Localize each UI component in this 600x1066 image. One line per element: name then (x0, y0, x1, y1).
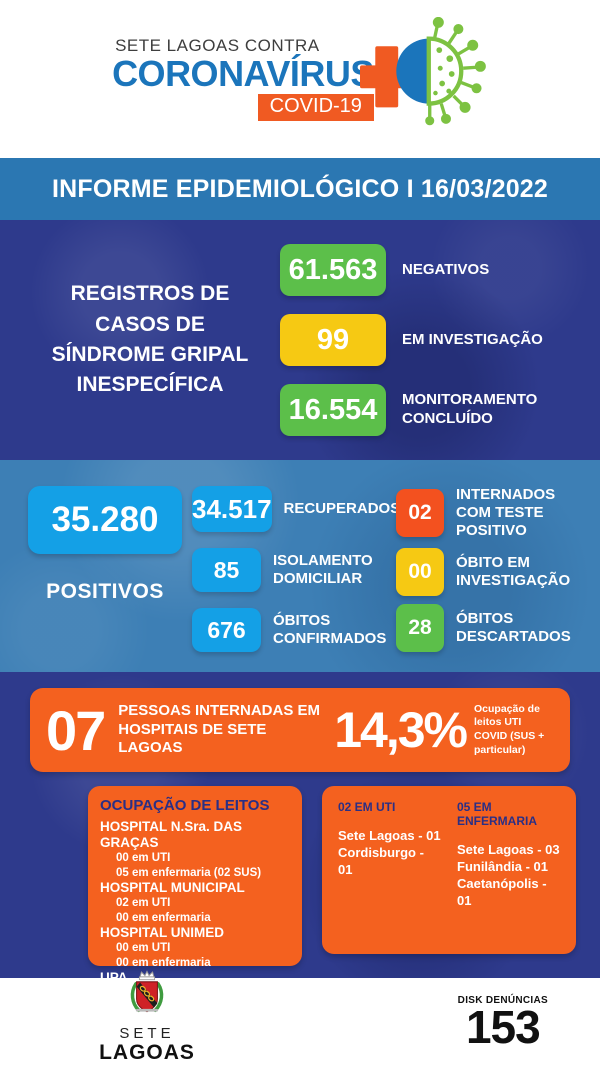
positivos-col2: 34.517 RECUPERADOS 85 ISOLAMENTO DOMICIL… (192, 486, 400, 652)
internados-value-box: 02 (396, 489, 444, 537)
campaign-logo: SETE LAGOAS CONTRA CORONAVÍRUS COVID-19 (112, 16, 488, 134)
stat-row-obitos-confirmados: 676 ÓBITOS CONFIRMADOS (192, 608, 388, 652)
brand-main-text: CORONAVÍRUS (112, 53, 374, 95)
city-name-main: LAGOAS (99, 1040, 195, 1064)
disk-denuncias-block: DISK DENÚNCIAS 153 (458, 995, 548, 1050)
hospital-line: 00 em enfermaria (116, 911, 211, 924)
positivos-total-label: POSITIVOS (46, 580, 164, 603)
report-title: INFORME EPIDEMIOLÓGICO I 16/03/2022 (51, 174, 549, 203)
origem-enfermaria-column: 05 EM ENFERMARIA Sete Lagoas - 03 Funilâ… (457, 800, 560, 940)
internados-banner: 07 PESSOAS INTERNADAS EM HOSPITAIS DE SE… (30, 688, 570, 772)
origem-uti-title: 02 EM UTI (338, 800, 396, 814)
isolamento-label: ISOLAMENTO DOMICILIAR (273, 552, 373, 587)
stat-row-internados: 02 INTERNADOS COM TESTE POSITIVO (396, 486, 586, 540)
positivos-total-block: 35.280 POSITIVOS (26, 486, 184, 652)
negativos-label: NEGATIVOS (402, 260, 490, 278)
isolamento-value-box: 85 (192, 548, 261, 592)
recuperados-label: RECUPERADOS (283, 500, 401, 517)
hospital-name: HOSPITAL MUNICIPAL (100, 880, 245, 896)
hospital-name: HOSPITAL UNIMED (100, 925, 225, 941)
hospital-line: 00 em UTI (116, 852, 171, 865)
brand-sub-row: COVID-19 (112, 94, 374, 122)
hospital-line: 00 em enfermaria (116, 956, 211, 969)
origem-uti-line: Sete Lagoas - 01 (338, 828, 441, 843)
hospital-name: HOSPITAL N.Sra. DAS GRAÇAS (100, 819, 243, 851)
obitos-confirmados-value-box: 676 (192, 608, 261, 652)
hospital-line: 02 em UTI (116, 897, 171, 910)
registros-stats: 61.563 NEGATIVOS 99 EM INVESTIGAÇÃO 16.5… (264, 244, 582, 436)
hospital-cards-row: OCUPAÇÃO DE LEITOS HOSPITAL N.Sra. DAS G… (0, 786, 600, 1014)
origem-enfermaria-title: 05 EM ENFERMARIA (457, 800, 537, 828)
origem-enfermaria-line: Funilândia - 01 (457, 858, 549, 874)
footer: SETE LAGOAS PREFEITURA DISK DENÚNCIAS 15… (0, 970, 600, 1066)
positivos-col3: 02 INTERNADOS COM TESTE POSITIVO 00 ÓBIT… (396, 486, 586, 652)
leitos-card: OCUPAÇÃO DE LEITOS HOSPITAL N.Sra. DAS G… (88, 786, 302, 1014)
internados-count-label: PESSOAS INTERNADAS EM HOSPITAIS DE SETE … (118, 701, 320, 757)
positivos-total-box: 35.280 (28, 486, 182, 554)
registros-heading: REGISTROS DE CASOS DE SÍNDROME GRIPAL IN… (51, 282, 249, 397)
uti-occupancy-label: Ocupação de leitos UTI COVID (SUS + part… (474, 702, 545, 756)
leitos-card-title: OCUPAÇÃO DE LEITOS (100, 797, 270, 814)
city-name-sub: PREFEITURA (108, 1065, 186, 1066)
internados-label: INTERNADOS COM TESTE POSITIVO (456, 486, 556, 539)
hospital-line: 00 em UTI (116, 942, 171, 955)
stat-row-investigacao: 99 EM INVESTIGAÇÃO (280, 314, 582, 366)
investigacao-value-box: 99 (280, 314, 386, 366)
origem-enfermaria-line: Sete Lagoas - 03 (457, 842, 560, 857)
obito-investigacao-label: ÓBITO EM INVESTIGAÇÃO (456, 554, 571, 589)
negativos-value-box: 61.563 (280, 244, 386, 296)
investigacao-label: EM INVESTIGAÇÃO (402, 330, 543, 348)
stat-row-isolamento: 85 ISOLAMENTO DOMICILIAR (192, 548, 388, 592)
disk-denuncias-number: 153 (465, 1000, 541, 1053)
campaign-logo-text: SETE LAGOAS CONTRA CORONAVÍRUS COVID-19 (112, 35, 374, 122)
internados-count: 07 (46, 698, 106, 762)
origem-enfermaria-line: Caetanópolis - 01 (457, 875, 547, 908)
monitoramento-value-box: 16.554 (280, 384, 386, 436)
origem-uti-column: 02 EM UTI Sete Lagoas - 01 Cordisburgo -… (338, 800, 441, 940)
origem-uti-line: Cordisburgo - 01 (338, 844, 424, 877)
obitos-descartados-label: ÓBITOS DESCARTADOS (456, 610, 571, 645)
registros-section: REGISTROS DE CASOS DE SÍNDROME GRIPAL IN… (0, 220, 600, 460)
coronavirus-logo-icon (359, 16, 488, 134)
recuperados-value-box: 34.517 (192, 486, 272, 532)
stat-row-negativos: 61.563 NEGATIVOS (280, 244, 582, 296)
obitos-descartados-value-box: 28 (396, 604, 444, 652)
stat-row-obito-investigacao: 00 ÓBITO EM INVESTIGAÇÃO (396, 548, 586, 596)
stat-row-monitoramento: 16.554 MONITORAMENTO CONCLUÍDO (280, 384, 582, 436)
brand-top-text: SETE LAGOAS CONTRA (115, 35, 320, 55)
report-title-bar: INFORME EPIDEMIOLÓGICO I 16/03/2022 (0, 158, 600, 220)
uti-occupancy-pct: 14,3% (334, 702, 468, 758)
stat-row-obitos-descartados: 28 ÓBITOS DESCARTADOS (396, 604, 586, 652)
hospital-section: 07 PESSOAS INTERNADAS EM HOSPITAIS DE SE… (0, 672, 600, 1014)
covid19-badge: COVID-19 (257, 94, 374, 122)
header: SETE LAGOAS CONTRA CORONAVÍRUS COVID-19 (0, 0, 600, 158)
city-hall-logo: SETE LAGOAS PREFEITURA (72, 970, 222, 1066)
obito-investigacao-value-box: 00 (396, 548, 444, 596)
origem-card: 02 EM UTI Sete Lagoas - 01 Cordisburgo -… (322, 786, 576, 954)
obitos-confirmados-label: ÓBITOS CONFIRMADOS (273, 612, 387, 647)
monitoramento-label: MONITORAMENTO CONCLUÍDO (402, 391, 538, 427)
disk-denuncias-label: DISK DENÚNCIAS (457, 994, 548, 1006)
hospital-line: 05 em enfermaria (02 SUS) (116, 866, 262, 879)
stat-row-recuperados: 34.517 RECUPERADOS (192, 486, 400, 532)
city-crest-icon (126, 970, 168, 1025)
positivos-section: 35.280 POSITIVOS 34.517 RECUPERADOS 85 I… (0, 460, 600, 672)
city-name-top: SETE (119, 1025, 175, 1043)
